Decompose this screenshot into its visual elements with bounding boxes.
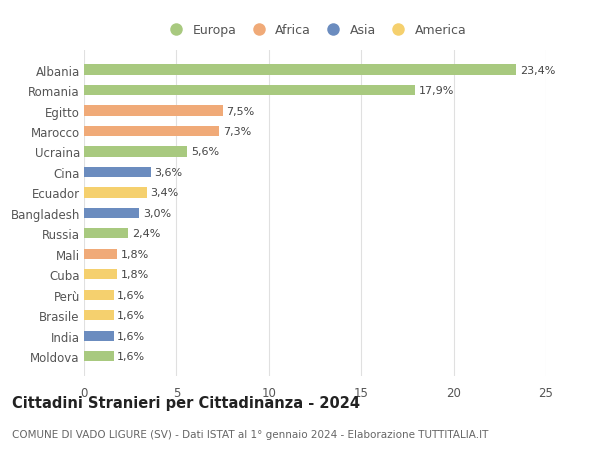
- Bar: [84, 106, 223, 117]
- Bar: [84, 331, 113, 341]
- Text: 17,9%: 17,9%: [418, 86, 454, 96]
- Text: 7,3%: 7,3%: [223, 127, 251, 137]
- Text: 3,4%: 3,4%: [151, 188, 179, 198]
- Text: 2,4%: 2,4%: [132, 229, 160, 239]
- Text: 5,6%: 5,6%: [191, 147, 220, 157]
- Legend: Europa, Africa, Asia, America: Europa, Africa, Asia, America: [164, 24, 466, 37]
- Bar: [84, 208, 139, 218]
- Text: Cittadini Stranieri per Cittadinanza - 2024: Cittadini Stranieri per Cittadinanza - 2…: [12, 395, 360, 410]
- Bar: [84, 351, 113, 362]
- Text: 3,0%: 3,0%: [143, 208, 171, 218]
- Text: 1,6%: 1,6%: [117, 331, 145, 341]
- Text: 1,6%: 1,6%: [117, 311, 145, 320]
- Text: 1,6%: 1,6%: [117, 290, 145, 300]
- Text: COMUNE DI VADO LIGURE (SV) - Dati ISTAT al 1° gennaio 2024 - Elaborazione TUTTIT: COMUNE DI VADO LIGURE (SV) - Dati ISTAT …: [12, 429, 488, 439]
- Bar: [84, 290, 113, 300]
- Text: 7,5%: 7,5%: [226, 106, 254, 116]
- Bar: [84, 147, 187, 157]
- Bar: [84, 188, 147, 198]
- Text: 23,4%: 23,4%: [520, 66, 556, 75]
- Bar: [84, 269, 117, 280]
- Bar: [84, 249, 117, 259]
- Bar: [84, 127, 219, 137]
- Text: 1,6%: 1,6%: [117, 352, 145, 361]
- Text: 3,6%: 3,6%: [154, 168, 182, 178]
- Bar: [84, 168, 151, 178]
- Bar: [84, 86, 415, 96]
- Bar: [84, 229, 128, 239]
- Text: 1,8%: 1,8%: [121, 270, 149, 280]
- Bar: [84, 310, 113, 321]
- Text: 1,8%: 1,8%: [121, 249, 149, 259]
- Bar: [84, 65, 517, 76]
